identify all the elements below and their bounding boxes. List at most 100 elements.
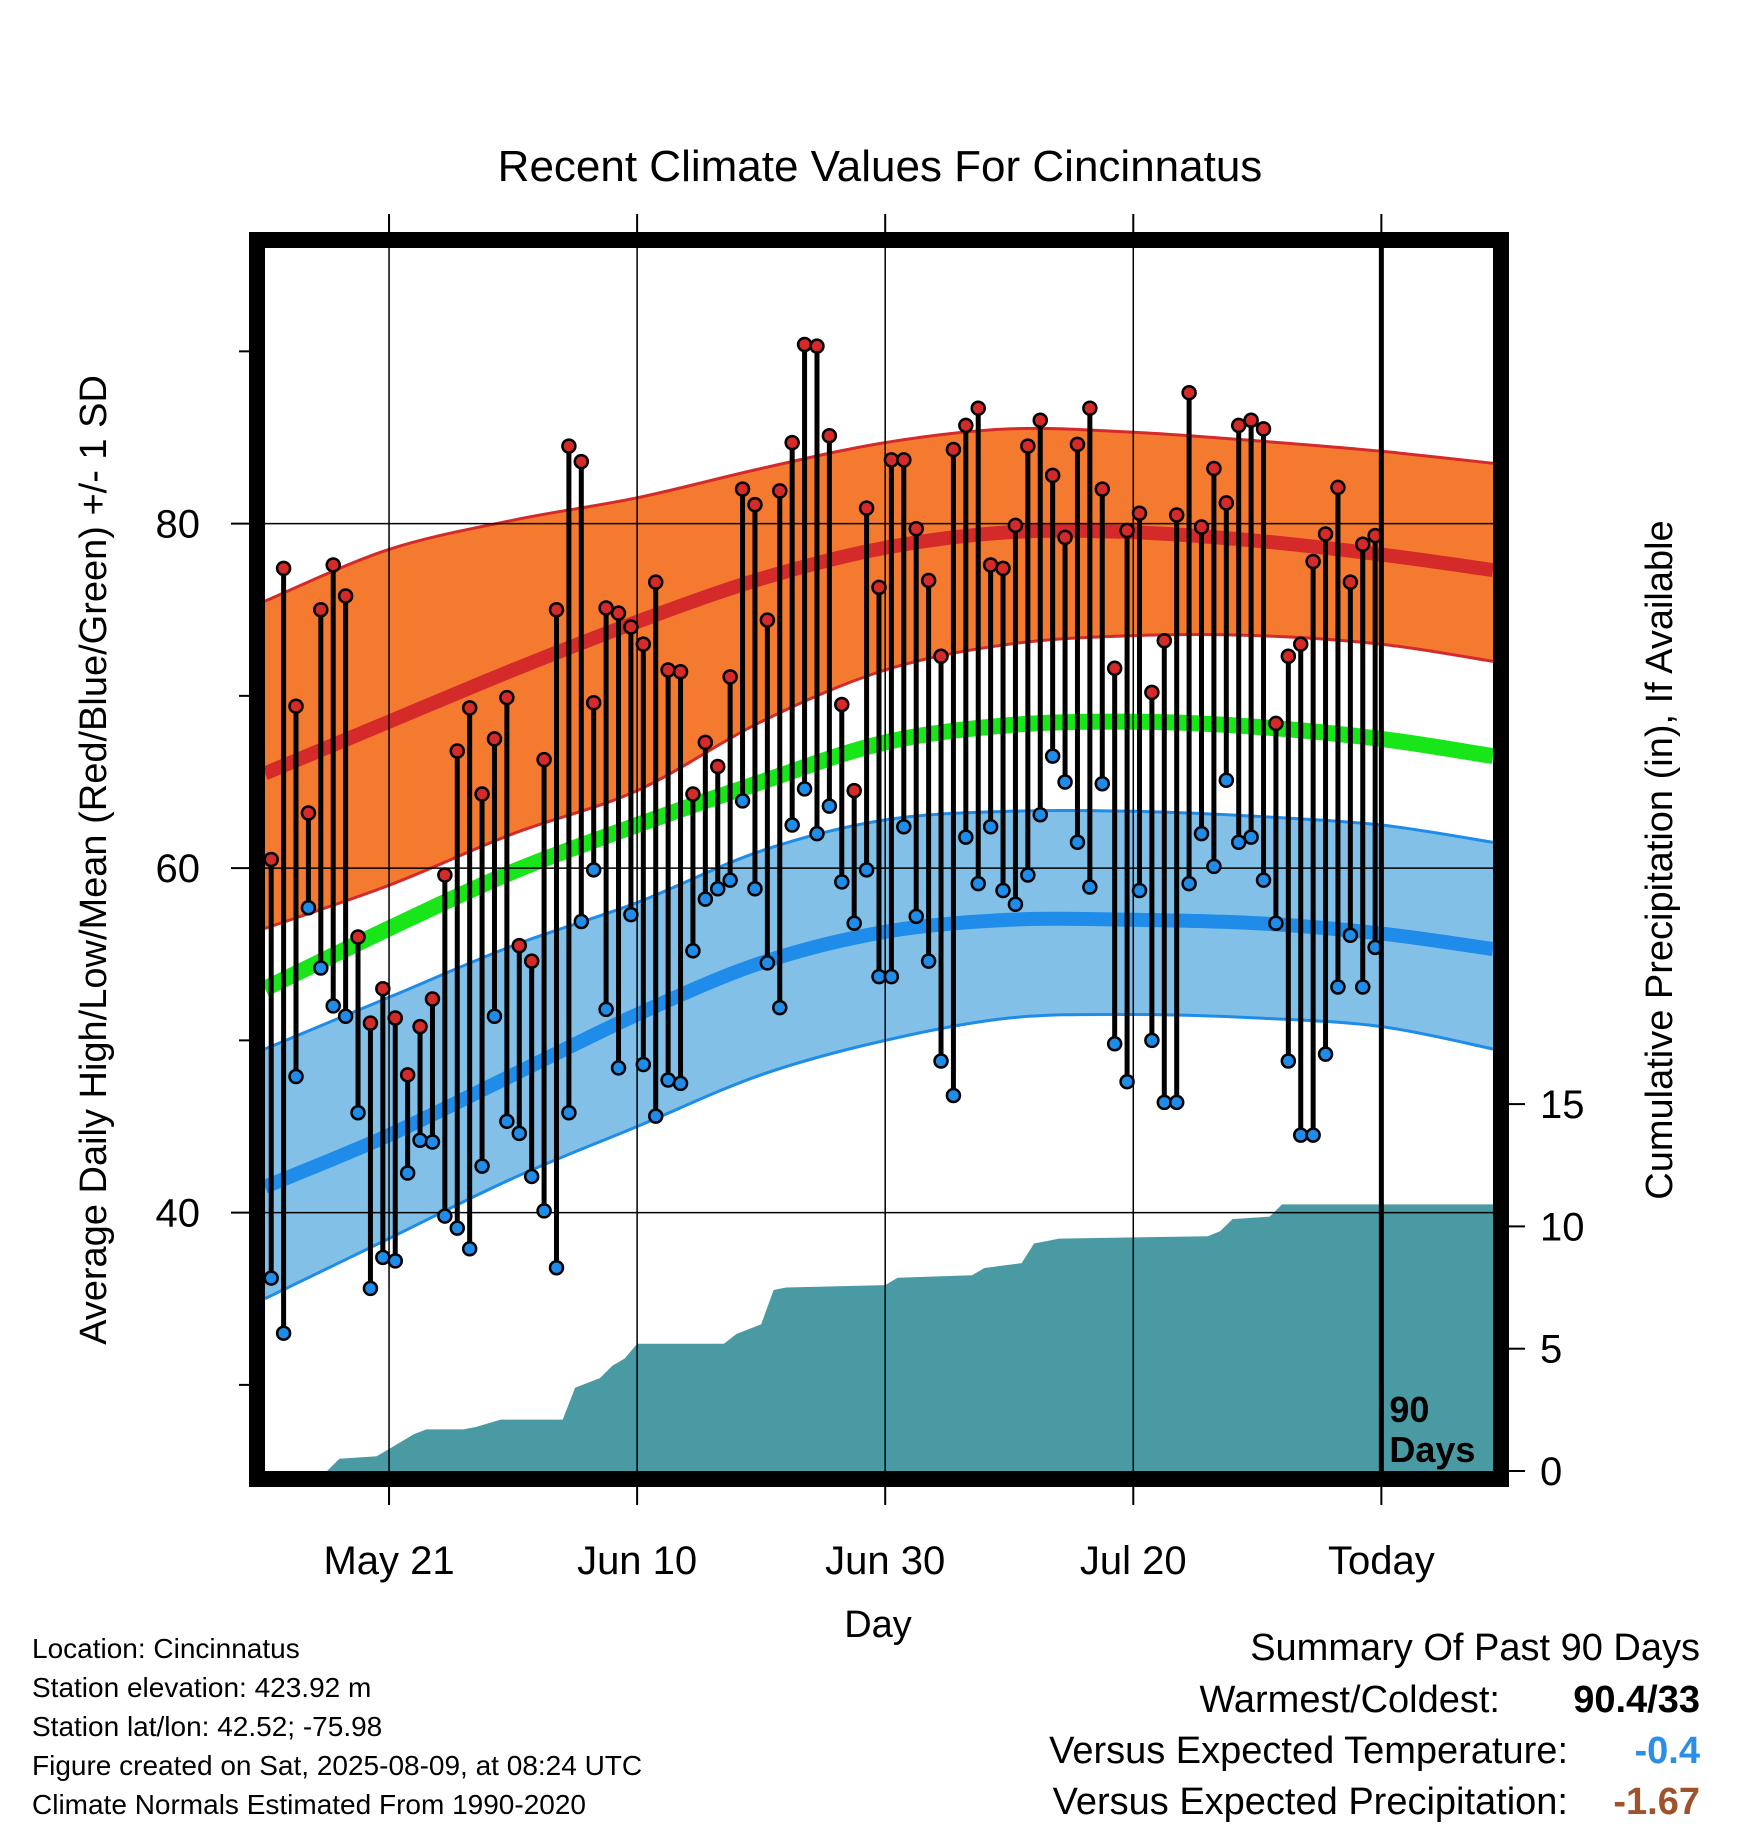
daily-low-point	[734, 793, 751, 809]
daily-low-point	[275, 1325, 292, 1341]
daily-high-point	[958, 417, 974, 434]
daily-high-point	[536, 751, 552, 768]
daily-high-point	[1206, 460, 1222, 477]
summary-temp-value: -0.4	[1635, 1730, 1700, 1772]
daily-high-point	[995, 560, 1011, 577]
axis-ticks: May 21 Jun 10 Jun 30 Jul 20 Today 40 60 80 0 5 10 1…	[156, 214, 1585, 1583]
daily-low-point	[300, 899, 317, 916]
daily-high-point	[1330, 479, 1346, 496]
daily-high-point	[685, 786, 701, 802]
daily-high-point	[1044, 467, 1061, 484]
daily-high-point	[821, 428, 838, 444]
daily-low-point	[1355, 979, 1371, 995]
footer-latlon: Station lat/lon: 42.52; -75.98	[32, 1711, 382, 1742]
daily-high-point	[933, 648, 949, 664]
precip-area	[265, 1204, 1493, 1471]
daily-low-point	[821, 798, 838, 814]
summary-warmest-value: 90.4/33	[1573, 1679, 1700, 1721]
y2-axis-label: Cumulative Precipitation (in), If Availa…	[1639, 520, 1681, 1199]
daily-low-point	[1330, 979, 1346, 995]
daily-low-point	[747, 881, 763, 897]
daily-high-point	[759, 612, 776, 628]
daily-high-point	[523, 953, 540, 969]
daily-low-point	[660, 1072, 676, 1088]
daily-high-point	[883, 452, 900, 468]
daily-high-point	[1131, 505, 1148, 522]
daily-high-point	[412, 1018, 428, 1035]
daily-low-point	[1106, 1036, 1123, 1052]
daily-low-point	[437, 1208, 453, 1224]
daily-high-point	[265, 851, 279, 868]
daily-high-point	[561, 438, 577, 454]
daily-low-point	[1082, 879, 1098, 895]
daily-low-point	[958, 829, 974, 845]
daily-high-point	[834, 696, 850, 713]
daily-low-point	[1280, 1053, 1297, 1069]
daily-high-point	[982, 557, 999, 573]
daily-high-point	[1268, 715, 1284, 732]
daily-low-point	[1317, 1046, 1334, 1062]
daily-low-point	[1342, 927, 1359, 944]
daily-low-point	[933, 1053, 949, 1069]
daily-high-point	[1106, 660, 1123, 677]
daily-high-point	[573, 453, 590, 470]
daily-low-point	[375, 1249, 391, 1266]
daily-high-point	[1020, 438, 1036, 454]
daily-low-point	[1020, 867, 1036, 883]
daily-low-point	[1144, 1032, 1160, 1049]
y2-tick-label: 5	[1540, 1328, 1562, 1372]
daily-low-point	[536, 1203, 552, 1219]
daily-low-point	[1119, 1073, 1135, 1090]
daily-low-point	[858, 862, 875, 878]
daily-high-point	[350, 929, 366, 945]
daily-high-point	[635, 636, 652, 652]
summary-precip-label: Versus Expected Precipitation:	[1053, 1781, 1568, 1823]
daily-high-point	[449, 743, 466, 759]
daily-high-point	[970, 400, 986, 416]
daily-high-point	[871, 579, 887, 596]
daily-high-point	[1032, 412, 1049, 429]
daily-low-point	[610, 1060, 627, 1076]
daily-high-point	[772, 483, 788, 499]
daily-high-point	[1057, 529, 1073, 546]
daily-high-point	[809, 338, 825, 354]
daily-low-point	[685, 943, 701, 959]
daily-low-point	[1218, 772, 1235, 789]
low-sd-band	[265, 810, 1493, 1299]
x-tick-label: May 21	[323, 1539, 454, 1583]
daily-high-point	[275, 560, 292, 577]
daily-high-point	[1292, 636, 1309, 652]
daily-high-point	[1069, 436, 1086, 453]
daily-low-point	[1168, 1094, 1185, 1111]
daily-low-point	[995, 882, 1011, 899]
daily-low-point	[945, 1087, 962, 1104]
daily-low-point	[288, 1068, 304, 1085]
daily-high-point	[1193, 519, 1210, 535]
daily-low-point	[1268, 915, 1284, 931]
daily-low-point	[399, 1165, 416, 1181]
daily-low-point	[1292, 1127, 1309, 1143]
daily-high-point	[672, 663, 689, 680]
daily-low-point	[561, 1104, 577, 1121]
daily-high-point	[300, 805, 317, 821]
daily-high-point	[1305, 553, 1321, 570]
daily-high-point	[858, 500, 875, 516]
daily-low-point	[1007, 896, 1024, 913]
y2-tick-label: 0	[1540, 1450, 1562, 1494]
daily-low-point	[647, 1108, 664, 1124]
daily-high-point	[474, 786, 490, 802]
daily-high-point	[1342, 574, 1359, 590]
plot-area	[265, 248, 1493, 1471]
daily-low-point	[1044, 748, 1061, 764]
daily-high-point	[511, 937, 528, 954]
daily-low-point	[920, 953, 937, 969]
daily-low-point	[896, 819, 912, 835]
daily-low-point	[1156, 1094, 1173, 1111]
x-tick-label: Jul 20	[1080, 1539, 1187, 1583]
daily-high-point	[1082, 400, 1098, 416]
daily-low-point	[635, 1056, 652, 1073]
daily-high-point	[1156, 632, 1173, 649]
daily-high-point	[1007, 517, 1024, 534]
daily-high-point	[1280, 648, 1297, 664]
daily-high-point	[734, 481, 751, 497]
